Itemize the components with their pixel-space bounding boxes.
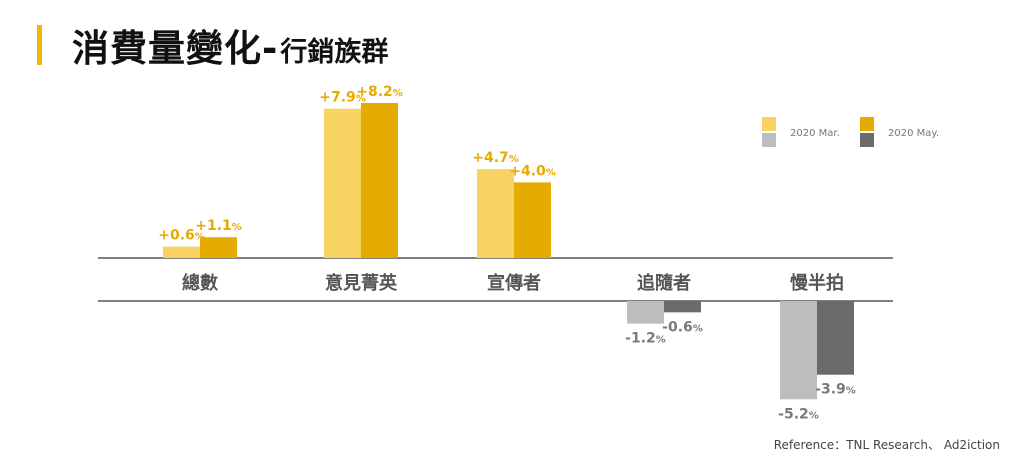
bar bbox=[477, 169, 514, 258]
category-label: 追隨者 bbox=[637, 272, 691, 294]
title-main: 消費量變化- bbox=[72, 27, 279, 70]
category-label: 總數 bbox=[182, 272, 218, 294]
bar bbox=[163, 246, 200, 258]
data-label: -1.2% bbox=[625, 331, 666, 347]
category-label: 意見菁英 bbox=[325, 272, 398, 294]
data-label: +4.7% bbox=[472, 150, 519, 166]
category-label: 宣傳者 bbox=[487, 272, 541, 294]
bar bbox=[361, 103, 398, 259]
page-title: 消費量變化-行銷族群 bbox=[72, 18, 388, 72]
data-label: +4.0% bbox=[509, 163, 556, 179]
legend-swatch bbox=[762, 117, 776, 131]
bar bbox=[514, 182, 551, 258]
bar bbox=[200, 237, 237, 258]
title-sub: 行銷族群 bbox=[280, 37, 389, 68]
data-label: +1.1% bbox=[195, 218, 242, 234]
title-accent-bar bbox=[37, 25, 42, 65]
bar bbox=[324, 108, 361, 258]
bar bbox=[780, 301, 817, 400]
legend-label: 2020 Mar. bbox=[790, 128, 840, 139]
data-label: +7.9% bbox=[319, 90, 366, 106]
category-label: 慢半拍 bbox=[790, 272, 844, 294]
bar bbox=[817, 301, 854, 375]
data-label: -3.9% bbox=[815, 382, 856, 398]
legend-label: 2020 May. bbox=[888, 128, 939, 139]
data-label: -0.6% bbox=[662, 319, 703, 335]
legend-swatch bbox=[860, 133, 874, 147]
data-label: +0.6% bbox=[158, 228, 205, 244]
legend-swatch bbox=[762, 133, 776, 147]
bar bbox=[627, 301, 664, 324]
legend-swatch bbox=[860, 117, 874, 131]
bar bbox=[664, 301, 701, 313]
data-label: +8.2% bbox=[356, 84, 403, 100]
data-label: -5.2% bbox=[778, 406, 819, 422]
reference-note: Reference：TNL Research、 Ad2iction bbox=[773, 438, 1000, 452]
